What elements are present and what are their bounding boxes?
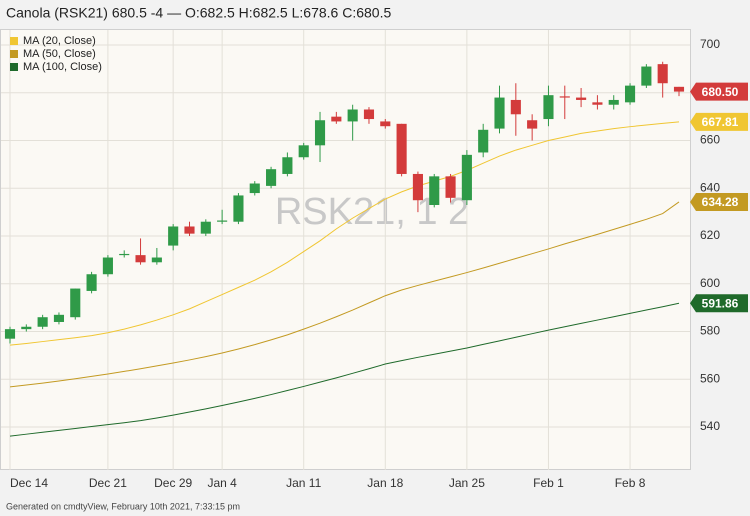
y-tick-label: 560 [700,371,720,385]
candle-body [412,173,423,201]
value-tag [690,82,748,101]
value-tag [690,112,748,131]
x-tick-label: Jan 11 [286,476,321,490]
x-tick-label: Dec 29 [154,476,192,490]
candle-body [657,64,668,84]
value-tag-label: 667.81 [702,115,739,129]
legend-label: MA (100, Close) [23,61,102,73]
value-tag-label: 634.28 [702,195,739,209]
candle-body [331,116,342,122]
candle-body [282,157,293,174]
candle-body [363,109,375,120]
candle-body [445,176,456,198]
candle-body [102,257,113,275]
candle-body [592,102,603,105]
legend-label: MA (20, Close) [23,35,96,47]
x-tick-label: Feb 1 [533,476,564,490]
y-tick-label: 540 [700,419,720,433]
y-tick-label: 700 [700,37,720,51]
x-tick-label: Jan 18 [367,476,403,490]
y-tick-label: 640 [700,180,720,194]
value-tag [690,294,748,313]
legend-swatch [10,37,18,45]
candle-body [461,154,472,201]
candle-body [249,183,260,194]
value-tag [690,192,748,211]
chart-title: Canola (RSK21) 680.5 -4 — O:682.5 H:682.… [6,5,391,21]
candle-body [543,95,554,120]
candle-body [151,257,162,263]
candle-body [314,120,326,146]
candle-body [86,274,97,291]
candle-body [266,169,277,186]
legend-swatch [10,63,18,71]
value-tag-label: 591.86 [702,296,739,310]
candle-body [429,176,440,205]
candle-body [576,97,587,100]
plot-area [0,29,691,470]
candle-body [119,253,130,256]
candle-body [21,326,32,330]
candle-body [37,317,48,327]
candle-body [478,129,489,153]
candle-body [527,120,538,129]
x-tick-label: Jan 25 [449,476,485,490]
legend-label: MA (50, Close) [23,48,96,60]
candle-body [347,109,358,122]
ma-line [9,302,680,437]
candle-body [168,226,179,246]
legend-swatch [10,50,18,58]
candle-body [396,123,407,174]
candle-body [4,329,16,339]
candle-body [184,226,195,234]
candle-body [70,288,81,318]
y-tick-label: 660 [700,133,720,147]
x-tick-label: Jan 4 [207,476,237,490]
y-tick-label: 600 [700,276,720,290]
candle-body [559,96,570,98]
candle-body [608,99,619,105]
candle-body [494,97,505,129]
candle-body [298,145,309,158]
candle-body [135,255,146,263]
candle-body [380,121,391,127]
ma-line [9,201,680,388]
candle-body [200,221,211,234]
y-tick-label: 580 [700,324,720,338]
candle-body [510,99,521,115]
x-tick-label: Dec 14 [10,476,48,490]
candle-body [624,85,636,103]
candle-body [233,195,244,222]
candle-body [53,314,65,322]
candle-body [641,66,652,86]
candle-body [217,220,228,222]
footer: Generated on cmdtyView, February 10th 20… [6,501,240,511]
value-tag-label: 680.50 [702,85,739,99]
ma-line [9,121,680,346]
x-tick-label: Dec 21 [89,476,127,490]
x-tick-label: Feb 8 [615,476,646,490]
candle-body [673,86,685,92]
y-tick-label: 620 [700,228,720,242]
